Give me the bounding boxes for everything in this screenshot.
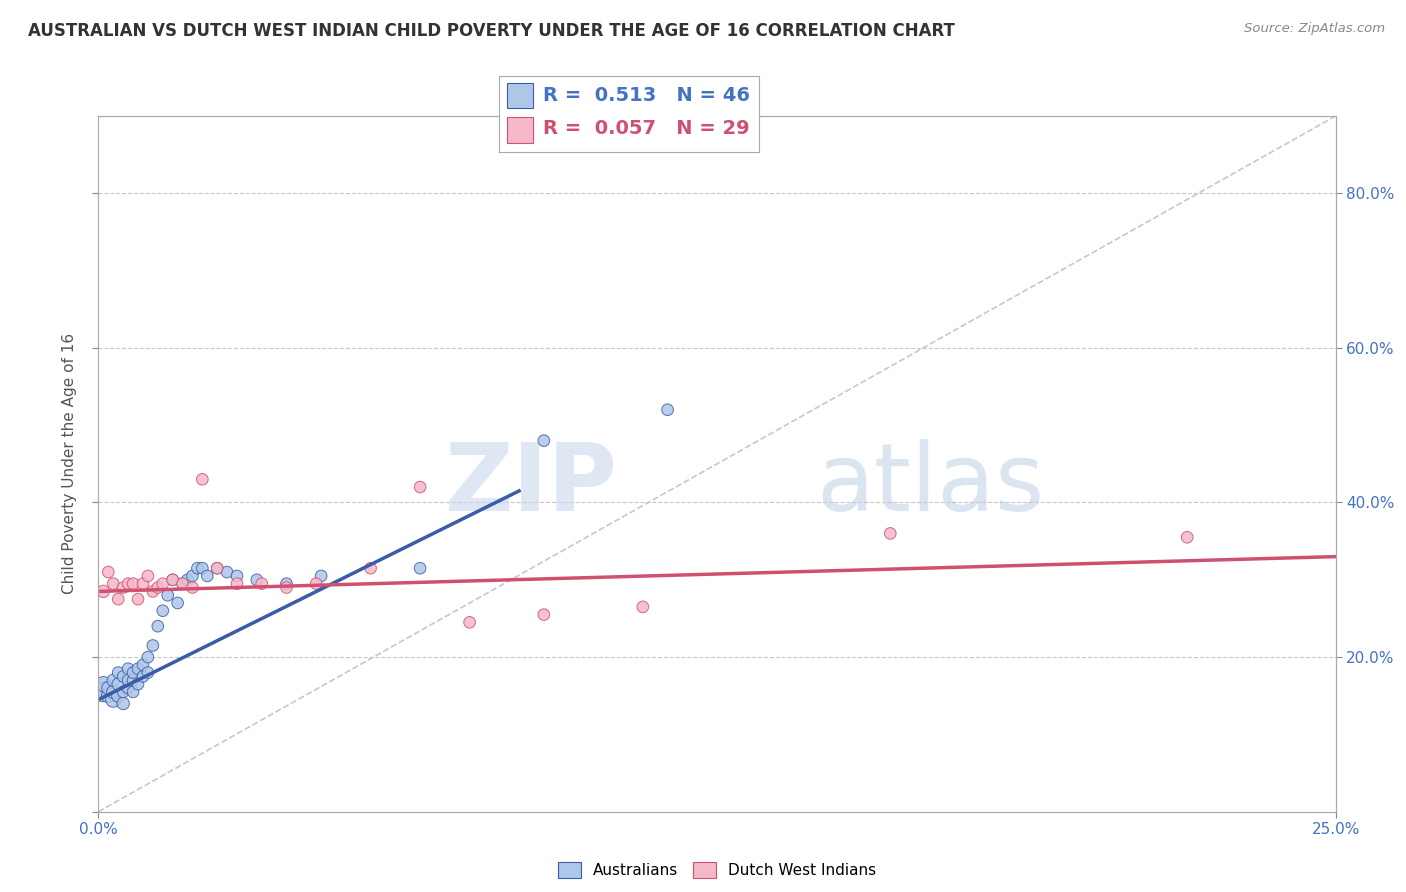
Y-axis label: Child Poverty Under the Age of 16: Child Poverty Under the Age of 16 [62,334,77,594]
Point [107,665,129,680]
Point [112,697,135,711]
Point [191,472,214,486]
Point [409,480,432,494]
Point [195,569,218,583]
Point [117,673,139,688]
Point [172,576,194,591]
Point [97,681,120,695]
Point [93,584,115,599]
Point [226,569,249,583]
Point [93,677,115,691]
Legend: Australians, Dutch West Indians: Australians, Dutch West Indians [551,856,883,884]
Point [122,673,145,688]
Point [152,576,174,591]
Bar [508,117,533,143]
Point [132,657,155,672]
Point [122,576,145,591]
Point [205,561,228,575]
Point [103,685,125,699]
Point [276,576,298,591]
Point [533,607,555,622]
Point [97,565,120,579]
Point [127,677,149,691]
Point [146,619,169,633]
Point [112,669,135,683]
Point [122,665,145,680]
Point [226,576,249,591]
Point [309,569,332,583]
Point [117,681,139,695]
Point [186,561,208,575]
Point [136,569,159,583]
Point [107,592,129,607]
Point [162,573,184,587]
Point [360,561,382,575]
Point [172,576,194,591]
Text: AUSTRALIAN VS DUTCH WEST INDIAN CHILD POVERTY UNDER THE AGE OF 16 CORRELATION CH: AUSTRALIAN VS DUTCH WEST INDIAN CHILD PO… [28,22,955,40]
Point [152,604,174,618]
Point [631,599,654,614]
Point [1175,530,1198,544]
Point [117,662,139,676]
Point [136,665,159,680]
Point [166,596,188,610]
Point [107,677,129,691]
Point [217,565,239,579]
Point [127,662,149,676]
Point [97,689,120,703]
Point [533,434,555,448]
Point [250,576,273,591]
Text: Source: ZipAtlas.com: Source: ZipAtlas.com [1244,22,1385,36]
Point [103,673,125,688]
Point [276,581,298,595]
Point [879,526,901,541]
Text: atlas: atlas [815,439,1045,531]
Point [122,685,145,699]
Point [162,573,184,587]
Point [103,692,125,706]
Text: R =  0.513   N = 46: R = 0.513 N = 46 [543,86,751,104]
Point [146,581,169,595]
Point [136,650,159,665]
Point [181,581,204,595]
Point [657,402,679,417]
Point [205,561,228,575]
Point [127,592,149,607]
Bar [508,83,533,109]
Point [305,576,328,591]
Point [107,689,129,703]
Point [142,584,165,599]
Point [181,569,204,583]
Point [132,576,155,591]
Text: ZIP: ZIP [446,439,619,531]
Point [142,639,165,653]
Point [112,685,135,699]
Point [117,576,139,591]
Point [112,581,135,595]
Point [132,669,155,683]
Text: R =  0.057   N = 29: R = 0.057 N = 29 [543,119,749,138]
Point [246,573,269,587]
Point [191,561,214,575]
Point [409,561,432,575]
Point [93,685,115,699]
Point [176,573,198,587]
Point [156,588,179,602]
Point [458,615,481,630]
Point [103,576,125,591]
